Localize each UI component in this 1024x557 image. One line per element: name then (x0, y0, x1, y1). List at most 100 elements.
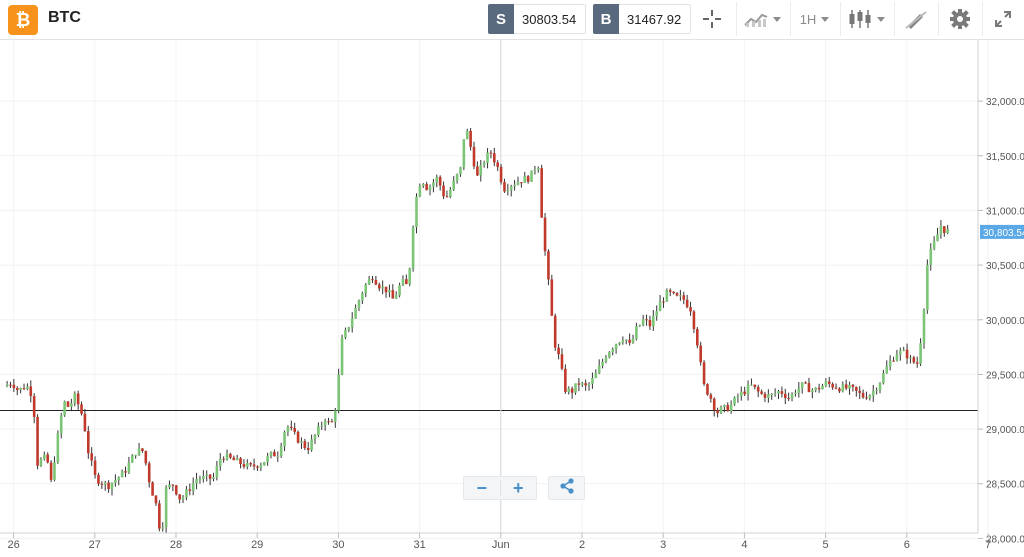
candle-body (915, 362, 919, 364)
settings-button[interactable] (938, 2, 980, 36)
candle-body (459, 167, 462, 175)
buy-tag: B (593, 4, 619, 34)
candle-body (340, 337, 344, 375)
y-tick-label: 31,000.00 (986, 206, 1024, 217)
candle-body (699, 345, 702, 363)
y-tick-label: 32,000.00 (986, 97, 1024, 108)
bitcoin-logo-icon: ₿ (8, 5, 38, 35)
candle-body (875, 390, 878, 392)
candle-body (868, 395, 872, 399)
crosshair-button[interactable] (692, 2, 732, 36)
candle-body (696, 329, 699, 346)
candle-body (844, 384, 848, 389)
fullscreen-button[interactable] (982, 2, 1022, 36)
candle-body (540, 168, 543, 218)
candlestick-icon (848, 9, 872, 29)
candle-body (564, 368, 567, 392)
sell-price: 30803.54 (522, 11, 577, 27)
candle-body (452, 180, 456, 190)
candle-body (888, 360, 892, 367)
candle-body (421, 183, 425, 186)
candle-body (783, 393, 787, 399)
y-tick-label: 28,000.00 (986, 534, 1024, 545)
draw-tool-button[interactable] (894, 2, 936, 36)
candle-body (361, 293, 364, 301)
candle-body (56, 433, 60, 463)
candle-body (49, 462, 53, 480)
candle-body (405, 279, 408, 285)
candle-body (333, 410, 337, 422)
candle-body (567, 388, 571, 392)
candle-body (482, 162, 486, 166)
candle-body (618, 342, 621, 345)
chevron-down-icon (821, 16, 830, 22)
candle-body (871, 390, 875, 396)
candle-body (63, 401, 66, 416)
candle-body (256, 466, 259, 468)
candle-style-button[interactable] (840, 2, 892, 36)
candle-body (594, 373, 598, 378)
candle-body (313, 434, 317, 440)
candle-body (465, 130, 469, 140)
x-tick-label: 2 (579, 539, 585, 551)
chart-type-button[interactable] (736, 2, 788, 36)
candle-body (547, 251, 550, 280)
candle-body (110, 482, 114, 489)
candle-body (114, 480, 117, 483)
candle-body (635, 326, 638, 339)
candle-body (608, 352, 611, 358)
candle-body (15, 388, 19, 391)
candle-body (631, 338, 635, 343)
candle-body (449, 189, 452, 197)
candle-body (32, 396, 36, 417)
candle-body (242, 464, 246, 467)
candle-body (97, 474, 100, 484)
candle-body (706, 384, 709, 395)
candle-body (584, 383, 587, 386)
candle-body (946, 229, 949, 233)
candle-body (641, 319, 645, 325)
candle-body (442, 185, 445, 197)
candle-body (273, 452, 276, 457)
x-tick-label: 4 (741, 539, 747, 551)
candle-body (208, 474, 212, 479)
candle-body (107, 482, 110, 489)
candle-body (899, 350, 902, 355)
candle-body (428, 186, 432, 190)
current-price-tag-bg (980, 224, 1024, 239)
candle-body (739, 391, 743, 397)
candle-body (26, 386, 29, 390)
candle-body (736, 396, 740, 398)
candle-body (283, 432, 286, 447)
x-tick-label: 30 (332, 539, 344, 551)
timeframe-dropdown[interactable]: 1H (790, 2, 838, 36)
candle-body (841, 384, 845, 392)
candle-body (269, 452, 273, 456)
candle-body (337, 374, 340, 411)
candle-body (317, 426, 320, 435)
zoom-in-button[interactable]: + (512, 477, 524, 498)
candle-body (712, 398, 716, 411)
zoom-out-button[interactable]: − (476, 477, 487, 498)
price-chart[interactable]: 28,000.00 28,500.00 29,000.00 29,500.00 30,0… (0, 40, 1024, 557)
candle-body (831, 383, 834, 388)
candle-body (905, 349, 909, 359)
sell-tag: S (488, 4, 514, 34)
buy-price-button[interactable]: B 31467.92 (593, 4, 691, 34)
chart-type-icon (744, 10, 768, 28)
candle-body (205, 474, 209, 477)
candle-body (185, 489, 188, 498)
candle-body (838, 388, 841, 392)
candle-body (679, 295, 682, 297)
share-button[interactable] (548, 476, 585, 500)
candle-body (408, 268, 412, 285)
sell-price-button[interactable]: S 30803.54 (488, 4, 586, 34)
candle-body (374, 280, 378, 285)
candle-body (76, 393, 80, 405)
candle-body (388, 290, 391, 293)
candle-body (855, 386, 858, 391)
candle-body (347, 327, 351, 330)
candle-body (570, 388, 574, 393)
candle-body (117, 477, 121, 481)
candle-body (655, 311, 659, 317)
